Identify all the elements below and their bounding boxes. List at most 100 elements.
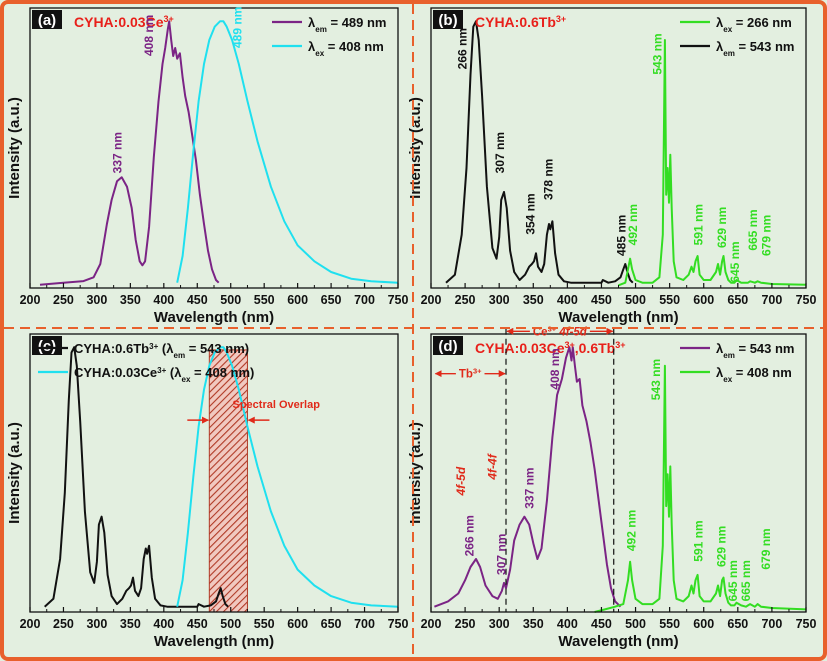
x-tick-label: 650 [727,617,748,631]
legend-entry: λex = 408 nm [308,39,384,58]
x-tick-label: 250 [53,617,74,631]
peak-label: 665 nm [746,209,760,250]
x-tick-label: 200 [20,617,41,631]
peak-label: 543 nm [649,359,663,400]
series-line-2 [176,20,399,284]
peak-label: 629 nm [715,207,729,248]
y-axis-label: Intensity (a.u.) [407,422,424,524]
peak-label: 408 nm [548,348,562,389]
x-tick-label: 750 [796,617,817,631]
x-tick-label: 350 [523,617,544,631]
peak-label: 492 nm [625,510,639,551]
range-label: Tb3+ [459,366,482,381]
peak-label: 645 nm [726,560,740,601]
x-tick-label: 750 [796,293,817,307]
x-tick-label: 250 [455,293,476,307]
x-tick-label: 350 [120,617,141,631]
x-tick-label: 500 [220,293,241,307]
spectral-overlap-region [208,349,248,613]
legend-entry: λem = 489 nm [308,15,387,34]
x-tick-label: 300 [489,293,510,307]
legend-entry: λem = 543 nm [716,39,795,58]
panel-letter-badge [433,336,463,355]
x-tick-label: 350 [120,293,141,307]
peak-label: 591 nm [691,520,705,561]
x-tick-label: 450 [187,293,208,307]
peak-label: 337 nm [522,467,536,508]
x-tick-label: 200 [421,293,442,307]
x-tick-label: 700 [761,617,782,631]
peak-label: 485 nm [614,215,628,256]
x-tick-label: 500 [625,617,646,631]
spectral-overlap-label: Spectral Overlap [233,399,321,411]
x-axis-label: Wavelength (nm) [154,633,274,650]
x-tick-label: 400 [153,617,174,631]
peak-label: 492 nm [626,204,640,245]
peak-label: 679 nm [760,215,774,256]
peak-label: 679 nm [759,528,773,569]
peak-label: 543 nm [650,33,664,74]
x-tick-label: 400 [557,293,578,307]
x-tick-label: 500 [220,617,241,631]
x-tick-label: 300 [86,617,107,631]
x-tick-label: 600 [287,293,308,307]
legend-entry: CYHA:0.6Tb3+ (λem = 543 nm) [74,341,249,360]
series-line-2 [618,39,807,287]
x-tick-label: 450 [591,617,612,631]
peak-label: 378 nm [541,159,555,200]
peak-label: 591 nm [691,204,705,245]
x-axis-label: Wavelength (nm) [558,309,678,326]
x-axis-label: Wavelength (nm) [558,633,678,650]
legend-entry: λex = 408 nm [716,365,792,384]
x-tick-label: 700 [354,293,375,307]
peak-label: 266 nm [462,515,476,556]
x-tick-label: 450 [591,293,612,307]
x-tick-label: 600 [693,617,714,631]
x-tick-label: 550 [659,617,680,631]
panel-c: 200 250 300 350 400 450 500 550 600 650 700 750 Wave… [6,333,408,650]
peak-label: 665 nm [739,560,753,601]
legend-entry: λem = 543 nm [716,341,795,360]
peak-label: 337 nm [111,132,125,173]
x-tick-label: 350 [523,293,544,307]
panel-d: 200 250 300 350 400 450 500 550 600 650 700 750 Wave… [407,324,816,650]
peak-label: 307 nm [494,534,508,575]
panel-letter-badge [32,10,62,29]
y-axis-label: Intensity (a.u.) [407,97,424,199]
series-line-1 [44,346,229,608]
x-tick-label: 750 [388,293,409,307]
x-tick-label: 550 [254,293,275,307]
x-tick-label: 650 [727,293,748,307]
legend-entry: CYHA:0.03Ce3+ (λex = 408 nm) [74,365,254,384]
x-tick-label: 300 [86,293,107,307]
x-tick-label: 650 [321,293,342,307]
panel-b: 200 250 300 350 400 450 500 550 600 650 700 750 Wave… [407,7,817,326]
x-tick-label: 600 [287,617,308,631]
x-axis-label: Wavelength (nm) [154,309,274,326]
transition-label: 4f-5d [454,466,468,496]
peak-label: 354 nm [524,193,538,234]
x-tick-label: 450 [187,617,208,631]
panel-letter: (c) [38,338,56,355]
range-label: Ce3+ 4f-5d [533,324,588,339]
x-tick-label: 600 [693,293,714,307]
y-axis-label: Intensity (a.u.) [6,422,23,524]
panel-letter: (b) [438,12,457,29]
peak-label: 307 nm [493,132,507,173]
peak-label: 266 nm [455,28,469,69]
x-tick-label: 250 [53,293,74,307]
x-tick-label: 400 [153,293,174,307]
x-tick-label: 300 [489,617,510,631]
peak-label: 629 nm [715,526,729,567]
panel-letter: (a) [38,12,56,29]
x-tick-label: 400 [557,617,578,631]
panel-letter-badge [433,10,463,29]
x-tick-label: 700 [354,617,375,631]
y-axis-label: Intensity (a.u.) [6,97,23,199]
series-line-2 [594,364,807,613]
series-line-1 [434,346,622,608]
x-tick-label: 550 [254,617,275,631]
transition-label: 4f-4f [485,453,499,480]
